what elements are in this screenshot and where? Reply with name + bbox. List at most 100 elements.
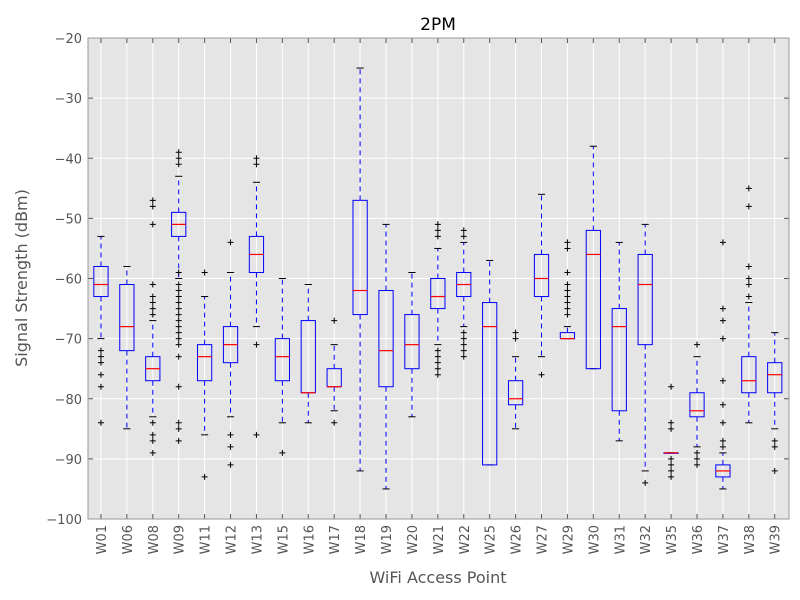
flier-point [694,449,701,456]
flier-point [175,383,182,390]
flier-point [175,335,182,342]
box-W09 [171,149,187,444]
box-W35 [663,383,679,480]
box-W39 [767,332,783,474]
box-body [482,302,498,466]
flier-point [331,317,338,324]
flier-point [434,371,441,378]
box-body [741,356,757,394]
flier-point [719,443,726,450]
flier-point [745,275,752,282]
y-tick-label: −50 [55,212,82,227]
x-tick-label: W17 [328,525,343,554]
flier-point [564,287,571,294]
box-W06 [119,265,135,430]
x-tick-label: W25 [484,525,499,554]
x-tick-label: W22 [458,525,473,554]
flier-point [460,233,467,240]
flier-point [668,419,675,426]
flier-point [227,431,234,438]
y-tick-label: −30 [55,92,82,107]
flier-point [694,341,701,348]
flier-point [97,347,104,354]
flier-point [253,155,260,162]
x-tick-label: W15 [276,525,291,554]
flier-point [434,233,441,240]
flier-point [175,305,182,312]
flier-point [745,263,752,270]
y-tick-label: −20 [55,32,82,47]
box-body [611,308,627,412]
box-body [430,278,446,310]
flier-point [694,455,701,462]
box-W19 [378,223,394,490]
flier-point [175,293,182,300]
box-body [93,265,109,298]
flier-point [175,311,182,318]
flier-point [564,239,571,246]
flier-point [668,425,675,432]
flier-point [564,293,571,300]
box-W31 [611,241,627,442]
flier-point [564,299,571,306]
flier-point [564,245,571,252]
flier-point [97,353,104,360]
x-tick-label: W39 [769,525,784,554]
box-W30 [585,145,601,370]
flier-point [719,377,726,384]
boxes [93,67,783,490]
box-W15 [274,278,290,456]
flier-point [434,365,441,372]
flier-point [719,305,726,312]
flier-point [719,437,726,444]
box-W12 [222,239,239,468]
flier-point [745,293,752,300]
x-tick-label: W01 [95,525,110,554]
flier-point [149,419,156,426]
flier-point [719,401,726,408]
flier-point [253,161,260,168]
x-tick-label: W27 [536,525,551,554]
flier-point [668,467,675,474]
flier-point [460,227,467,234]
flier-point [434,353,441,360]
box-body [507,380,524,406]
box-body [533,253,550,298]
chart-title: 2PM [420,15,456,35]
flier-point [149,305,156,312]
flier-point [149,293,156,300]
flier-point [149,299,156,306]
flier-point [227,443,234,450]
flier-point [745,185,752,192]
flier-point [149,311,156,318]
box-W26 [507,329,524,430]
box-body [585,229,601,370]
flier-point [149,431,156,438]
x-tick-label: W16 [302,525,317,554]
x-tick-label: W38 [743,525,758,554]
y-tick-label: −90 [55,453,82,468]
flier-point [564,311,571,318]
box-W22 [456,227,472,360]
flier-point [434,227,441,234]
x-tick-label: W29 [561,525,576,554]
flier-point [564,305,571,312]
flier-point [175,161,182,168]
x-tick-label: W20 [406,525,421,554]
flier-point [460,335,467,342]
box-body [196,344,213,382]
flier-point [538,371,545,378]
flier-point [149,281,156,288]
flier-point [460,353,467,360]
x-tick-label: W37 [717,525,732,554]
flier-point [201,269,208,276]
flier-point [175,281,182,288]
y-tick-label: −60 [55,273,82,288]
x-tick-label: W35 [665,525,680,554]
flier-point [175,425,182,432]
x-tick-label: W36 [691,525,706,554]
box-body [689,392,705,418]
box-W27 [533,193,550,378]
box-W21 [430,221,446,378]
flier-point [175,329,182,336]
